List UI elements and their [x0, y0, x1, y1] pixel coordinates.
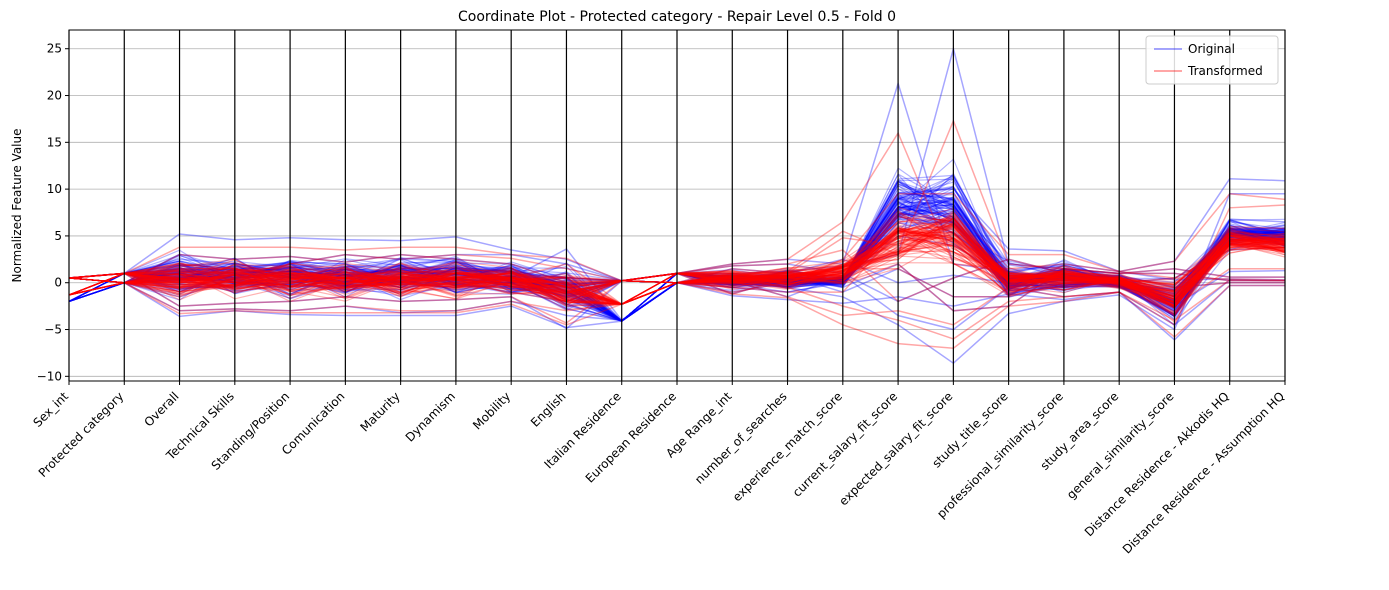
- y-tick-label: 5: [54, 229, 62, 243]
- y-tick-label: 15: [47, 135, 62, 149]
- y-tick-label: −10: [37, 369, 62, 383]
- legend-label: Original: [1188, 42, 1235, 56]
- chart-title: Coordinate Plot - Protected category - R…: [458, 9, 896, 25]
- legend-frame: [1145, 35, 1279, 85]
- y-tick-label: 25: [47, 42, 62, 56]
- legend: Original Transformed: [1145, 35, 1279, 85]
- y-tick-label: 0: [54, 276, 62, 290]
- legend-label: Transformed: [1187, 64, 1263, 78]
- y-tick-label: 20: [47, 89, 62, 103]
- y-ticks: −10 −5 0 5 10 15 20 25: [37, 42, 69, 383]
- y-tick-label: 10: [47, 182, 62, 196]
- y-tick-label: −5: [44, 323, 62, 337]
- y-axis-label: Normalized Feature Value: [10, 129, 24, 283]
